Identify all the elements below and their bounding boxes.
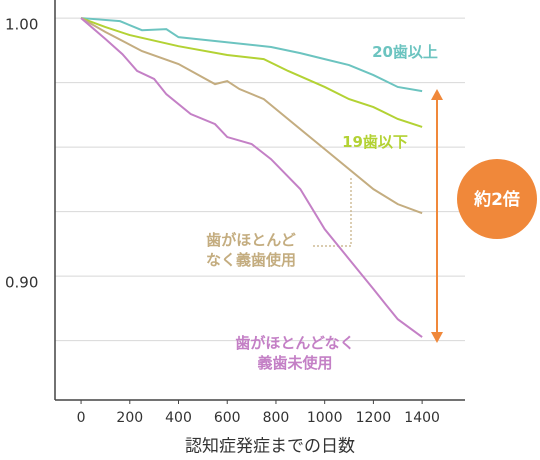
annotation-badge bbox=[457, 159, 537, 239]
series-line bbox=[80, 17, 423, 93]
x-tick-label: 1200 bbox=[356, 410, 392, 426]
series-label: 19歯以下 bbox=[342, 133, 408, 151]
x-tick-label: 400 bbox=[165, 410, 192, 426]
x-tick-label: 1400 bbox=[404, 410, 440, 426]
x-axis-title: 認知症発症までの日数 bbox=[185, 437, 355, 457]
series-line bbox=[80, 17, 423, 215]
x-tick-label: 0 bbox=[77, 410, 86, 426]
leader-line bbox=[313, 178, 352, 247]
series-line bbox=[80, 17, 423, 128]
annotation: 約2倍 bbox=[473, 189, 520, 210]
y-tick-label: 1.00 bbox=[5, 16, 38, 34]
x-tick-label: 600 bbox=[214, 410, 241, 426]
x-tick-label: 800 bbox=[263, 410, 290, 426]
series-label: 歯がほとんどなく義歯使用 bbox=[205, 231, 296, 269]
x-tick-label: 200 bbox=[116, 410, 143, 426]
y-tick-label: 0.90 bbox=[5, 274, 38, 292]
series-label: 歯がほとんどなく義歯未使用 bbox=[235, 334, 355, 372]
series-line bbox=[80, 17, 423, 338]
x-tick-label: 1000 bbox=[307, 410, 343, 426]
double-arrow bbox=[431, 89, 443, 343]
series-label: 20歯以上 bbox=[372, 43, 438, 61]
